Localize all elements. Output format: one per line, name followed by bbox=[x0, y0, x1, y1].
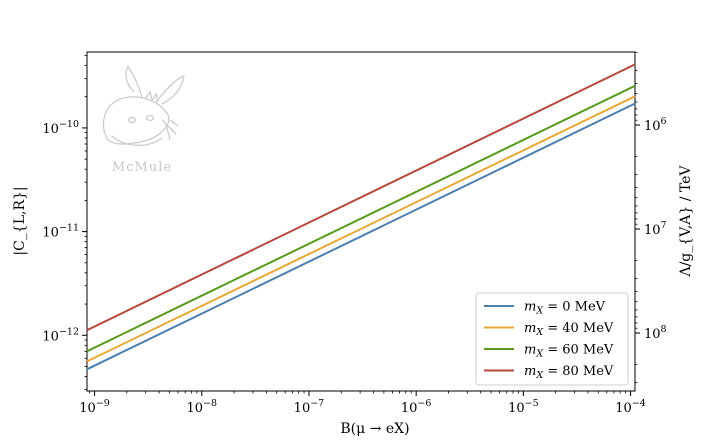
logo-mane bbox=[145, 90, 159, 103]
y2-axis-label-text: Λ/g_{V,A} / TeV bbox=[678, 165, 694, 278]
y-tick-label: 10−12 bbox=[42, 326, 79, 344]
logo-left-ear bbox=[127, 65, 143, 99]
mcmule-logo bbox=[102, 65, 185, 146]
y2-axis-label: Λ/g_{V,A} / TeV bbox=[678, 165, 694, 278]
y-axis-label-text: |C_{L,R}| bbox=[12, 186, 28, 255]
x-axis-label: B(μ → eX) bbox=[340, 421, 409, 437]
y2-tick-label: 107 bbox=[644, 220, 667, 238]
x-tick-label: 10−6 bbox=[401, 398, 432, 416]
y-tick-label: 10−10 bbox=[42, 119, 79, 137]
ticks-layer: 10−9 10−8 10−7 10−6 10−5 10−4 10−12 10−11 10−10 1… bbox=[42, 51, 667, 416]
x-tick-label: 10−8 bbox=[186, 398, 217, 416]
y-tick-label: 10−11 bbox=[42, 223, 79, 241]
legend-label-1: mX = 40 MeV bbox=[524, 321, 614, 338]
logo-eye-left bbox=[127, 116, 137, 124]
series-line-3 bbox=[86, 63, 636, 332]
legend: mX = 0 MeV mX = 40 MeV mX = 60 MeV mX = 80 … bbox=[475, 292, 629, 386]
x-tick-label: 10−7 bbox=[294, 398, 325, 416]
y2-tick-label: 108 bbox=[644, 324, 667, 342]
series-line-1 bbox=[86, 95, 636, 363]
x-tick-label: 10−5 bbox=[508, 398, 539, 416]
series-layer bbox=[86, 63, 636, 371]
logo-teeth bbox=[161, 119, 179, 141]
series-line-2 bbox=[86, 84, 636, 353]
x-axis-label-text: B(μ → eX) bbox=[340, 421, 409, 437]
logo-left-ear-inner bbox=[125, 65, 135, 93]
logo-eye-right bbox=[145, 114, 155, 122]
legend-box bbox=[475, 292, 629, 386]
legend-label-2: mX = 60 MeV bbox=[524, 343, 614, 360]
x-tick-label: 10−9 bbox=[79, 398, 110, 416]
plot-frame bbox=[86, 51, 636, 392]
legend-label-3: mX = 80 MeV bbox=[524, 364, 614, 381]
legend-label-0: mX = 0 MeV bbox=[524, 300, 606, 317]
logo-right-ear bbox=[155, 75, 185, 103]
legend-items: mX = 0 MeV mX = 40 MeV mX = 60 MeV mX = 80 … bbox=[484, 300, 614, 381]
logo-wordmark: McMule bbox=[112, 160, 172, 175]
logo-right-ear-inner bbox=[161, 75, 185, 105]
series-line-0 bbox=[86, 102, 636, 371]
y-axis-label: |C_{L,R}| bbox=[12, 186, 28, 255]
x-tick-label: 10−4 bbox=[615, 398, 646, 416]
logo-mule-mouth bbox=[111, 135, 163, 146]
y2-tick-label: 106 bbox=[644, 116, 667, 134]
